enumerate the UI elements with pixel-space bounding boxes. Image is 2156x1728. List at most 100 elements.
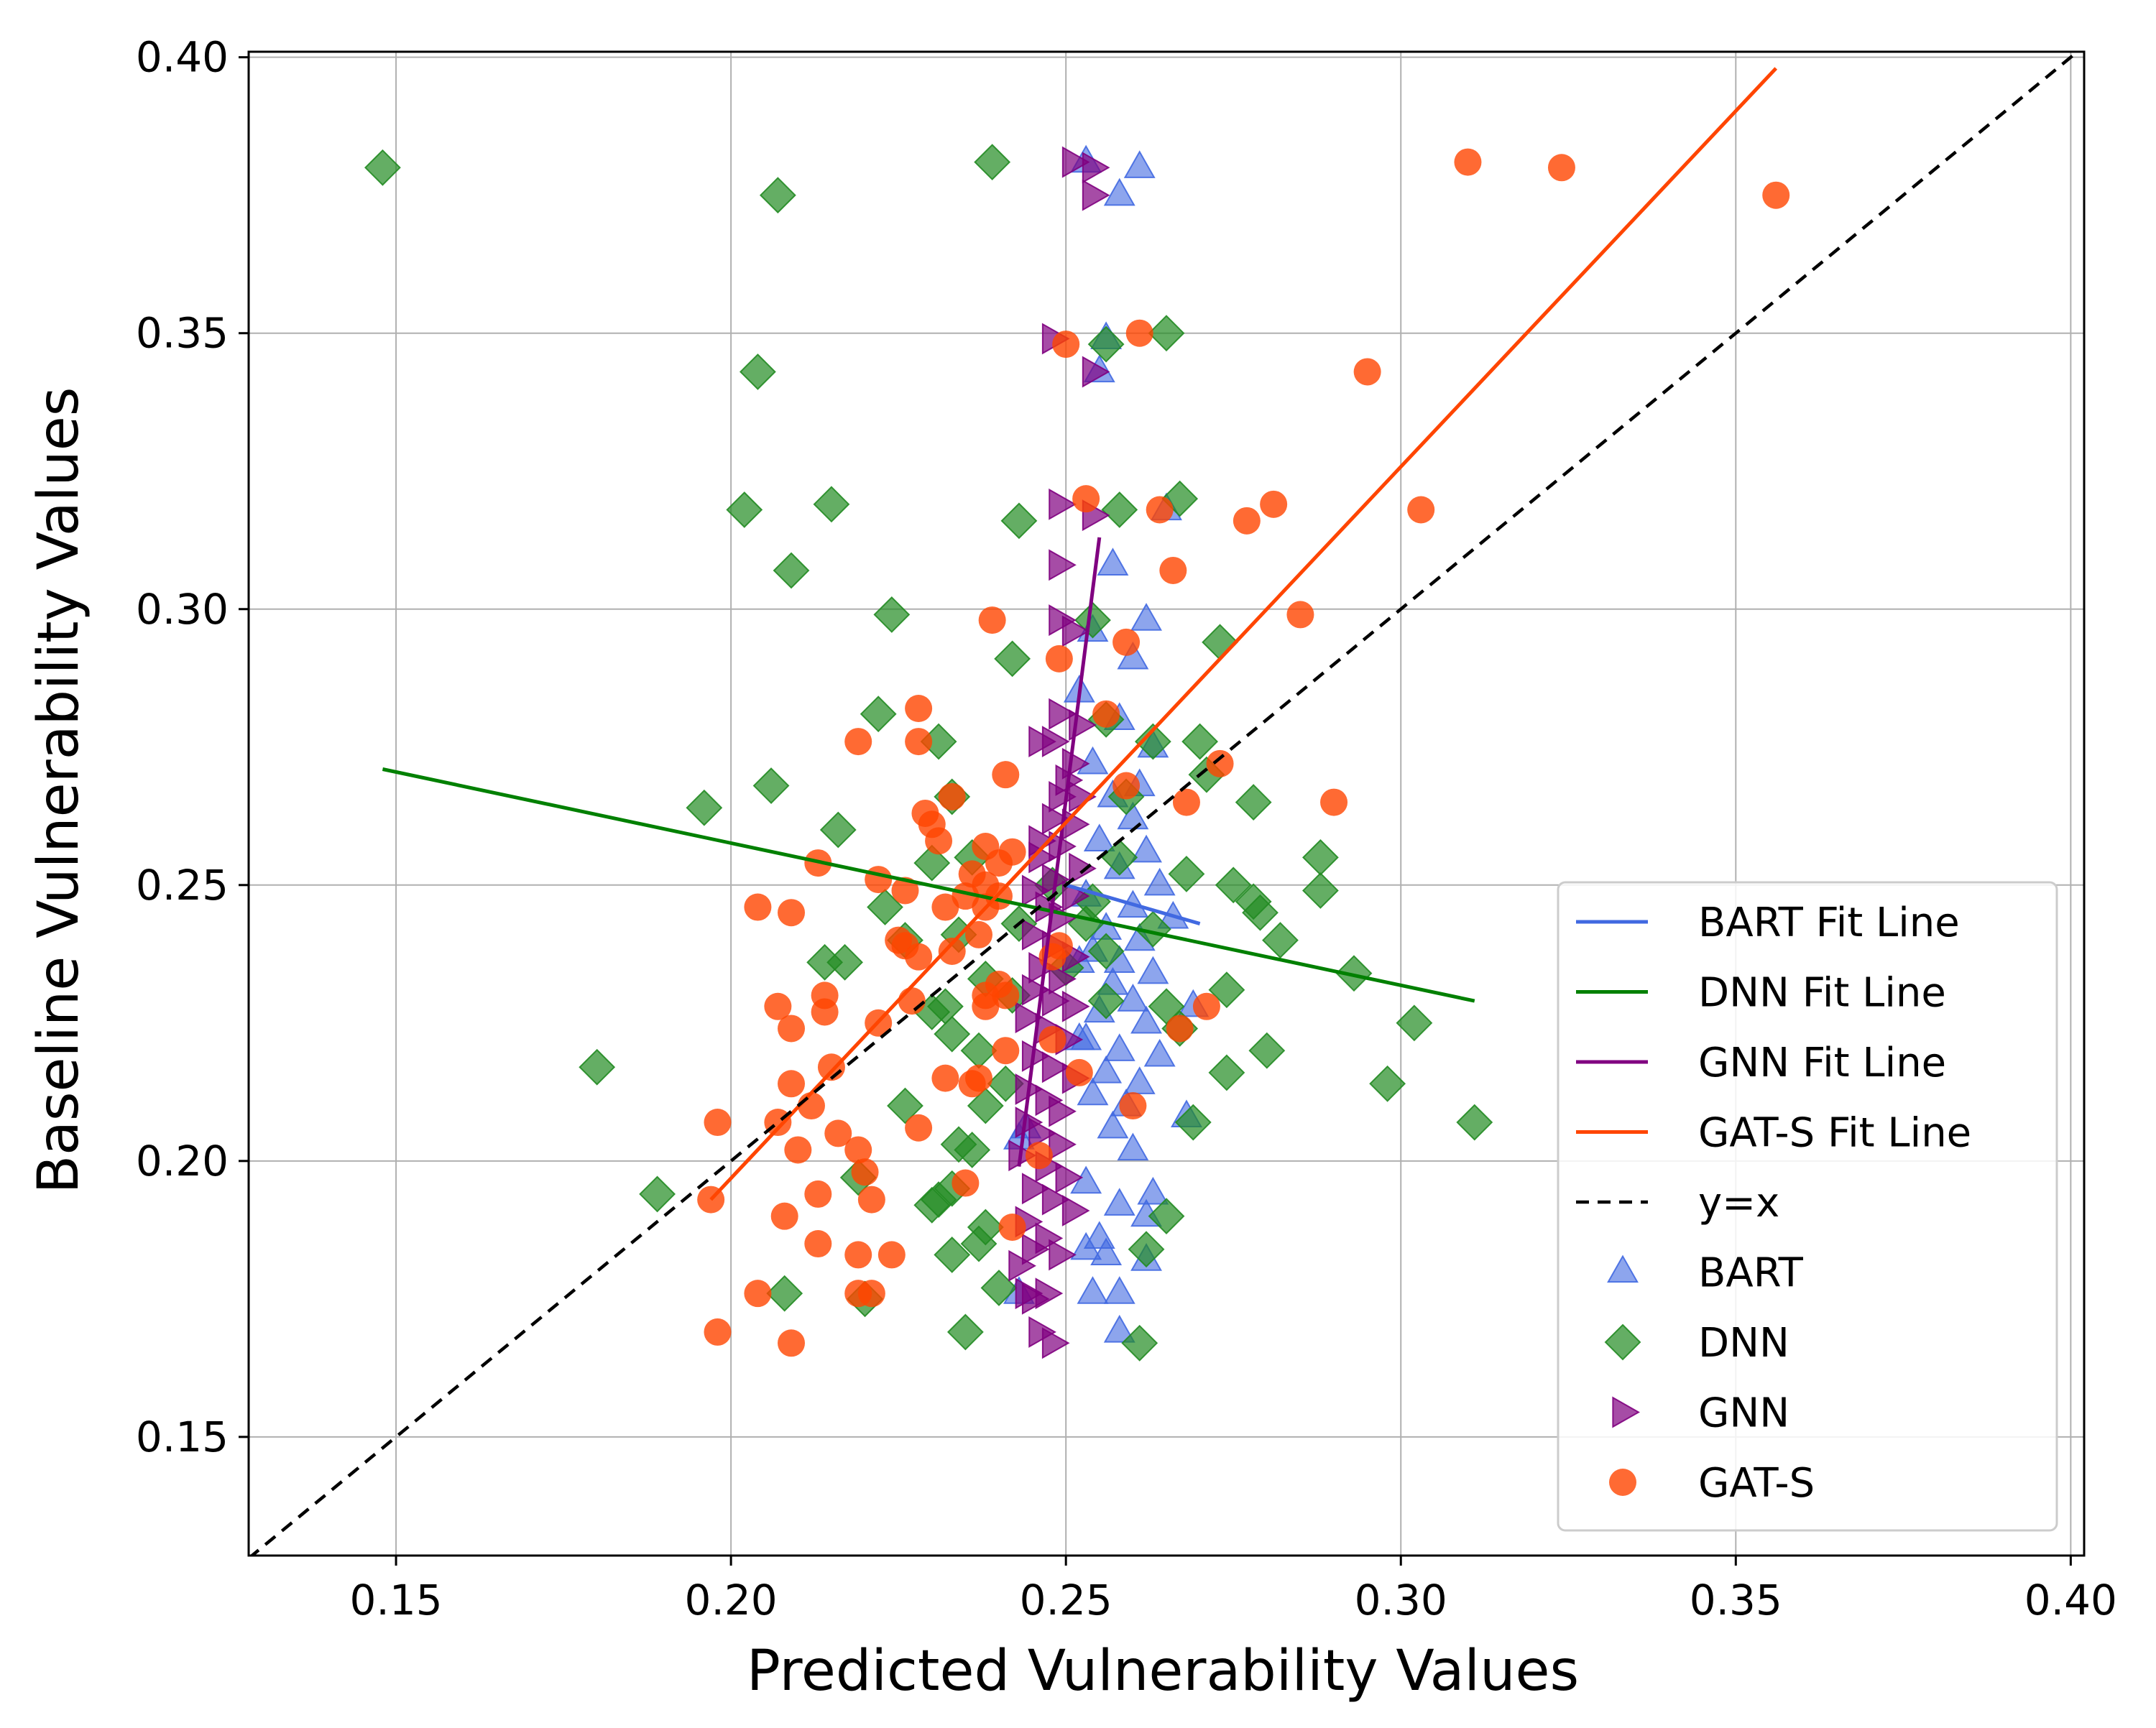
- gnn-point: [1041, 1051, 1070, 1084]
- gat-s-point: [1112, 628, 1141, 656]
- bart-point: [1117, 1132, 1149, 1161]
- dnn-point: [726, 491, 763, 528]
- dnn-point: [1148, 315, 1185, 352]
- bart-point: [1123, 1066, 1156, 1094]
- legend-item: BART Fit Line: [1576, 900, 1960, 946]
- gat-s-point: [952, 882, 980, 910]
- gnn-point: [1021, 974, 1050, 1006]
- gat-s-point: [778, 899, 806, 927]
- legend-label: GNN Fit Line: [1698, 1040, 1946, 1086]
- gat-s-point: [992, 761, 1020, 789]
- gnn-point: [1082, 152, 1110, 184]
- bart-point: [1143, 1038, 1176, 1067]
- dnn-point: [1134, 723, 1171, 760]
- gnn-point: [1049, 1128, 1077, 1160]
- gat-s-point: [905, 728, 933, 756]
- legend: BART Fit Line DNN Fit Line GNN Fit Line GAT…: [1557, 881, 2058, 1532]
- plot-area: [249, 52, 2081, 1556]
- gat-s-point: [1353, 358, 1381, 386]
- dnn-point: [819, 811, 857, 849]
- gat-s-point: [1260, 490, 1288, 518]
- gnn-point: [1041, 985, 1070, 1017]
- dnn-point: [1128, 1231, 1165, 1268]
- bart-point: [1097, 1110, 1129, 1139]
- gnn-point: [1049, 488, 1077, 520]
- gat-s-point: [1092, 700, 1120, 728]
- legend-item: GNN: [1612, 1390, 1789, 1437]
- legend-marker-swatch: [1609, 1469, 1636, 1496]
- gnn-point: [1049, 963, 1077, 995]
- gat-s-point: [804, 1180, 832, 1208]
- gat-s-point: [784, 1136, 812, 1164]
- dnn-point: [867, 889, 903, 925]
- gat-s-point: [1072, 485, 1100, 513]
- dnn-point: [960, 1225, 998, 1262]
- gnn-point: [1049, 549, 1077, 581]
- dnn-point: [1208, 1054, 1245, 1091]
- gat-s-point: [744, 1280, 772, 1308]
- dnn-point: [1121, 1324, 1158, 1362]
- gat-s-point: [925, 827, 953, 855]
- gnn-point: [1041, 726, 1070, 758]
- gat-s-point: [877, 1241, 906, 1269]
- legend-item: DNN Fit Line: [1576, 970, 1946, 1017]
- gat-s-point: [931, 1064, 959, 1092]
- dnn-point: [1174, 1104, 1212, 1141]
- dnn-fit-line: [382, 767, 1475, 1003]
- gnn-fit-line: [1017, 537, 1102, 1167]
- gnn-point: [1061, 615, 1090, 647]
- dnn-point: [686, 789, 723, 826]
- dnn-point: [1396, 1004, 1433, 1042]
- dnn-point: [980, 1270, 1018, 1306]
- gat-s-point: [891, 877, 919, 905]
- dnn-point: [946, 1313, 984, 1351]
- gat-s-point: [704, 1109, 732, 1137]
- gat-s-point: [978, 606, 1006, 634]
- gat-s-point: [905, 1114, 933, 1142]
- gat-s-point: [992, 1037, 1020, 1065]
- dnn-point: [1101, 491, 1138, 528]
- gat-s-point: [1286, 601, 1314, 629]
- dnn-point: [934, 1236, 971, 1273]
- gnn-point: [1021, 1173, 1050, 1205]
- legend-item: BART: [1607, 1250, 1804, 1297]
- gat-s-point: [938, 782, 966, 810]
- legend-item: y=x: [1576, 1180, 1779, 1226]
- bart-point: [1137, 956, 1169, 984]
- dnn-point: [759, 177, 796, 214]
- gat-s-point: [704, 1318, 732, 1346]
- gnn-point: [1082, 356, 1110, 388]
- gat-s-point: [770, 1202, 798, 1230]
- dnn-point: [994, 640, 1031, 678]
- gnn-point: [1061, 1194, 1090, 1226]
- legend-label: DNN: [1698, 1320, 1789, 1367]
- bart-point: [1103, 1314, 1135, 1343]
- gat-s-point: [1112, 772, 1141, 800]
- gnn-point: [1049, 780, 1077, 813]
- bart-point: [1097, 547, 1129, 576]
- gat-s-point: [844, 728, 872, 756]
- dnn-point: [639, 1175, 676, 1213]
- legend-label: GNN: [1698, 1390, 1789, 1437]
- gat-s-point: [1065, 1058, 1093, 1086]
- y-tick-label: 0.20: [136, 1137, 229, 1186]
- gnn-point: [1082, 179, 1110, 211]
- dnn-point: [1087, 933, 1125, 970]
- legend-box: [1557, 881, 2058, 1532]
- gat-s-point: [958, 1070, 986, 1098]
- dnn-point: [860, 696, 897, 733]
- dnn-point: [773, 552, 810, 589]
- gat-s-point: [1762, 181, 1790, 209]
- gnn-point: [1015, 1002, 1044, 1034]
- gat-s-point: [1233, 507, 1261, 535]
- dnn-point: [1181, 723, 1219, 760]
- gat-s-point: [1320, 788, 1348, 816]
- gat-s-point: [905, 695, 933, 723]
- legend-marker-swatch: [1604, 1323, 1641, 1361]
- dnn-point: [1262, 922, 1299, 959]
- y-equals-x-line: [249, 52, 2081, 1556]
- gnn-point: [1049, 1239, 1077, 1271]
- gnn-point: [1061, 146, 1090, 178]
- dnn-point: [1302, 872, 1339, 909]
- series-dnn: [364, 144, 1493, 1362]
